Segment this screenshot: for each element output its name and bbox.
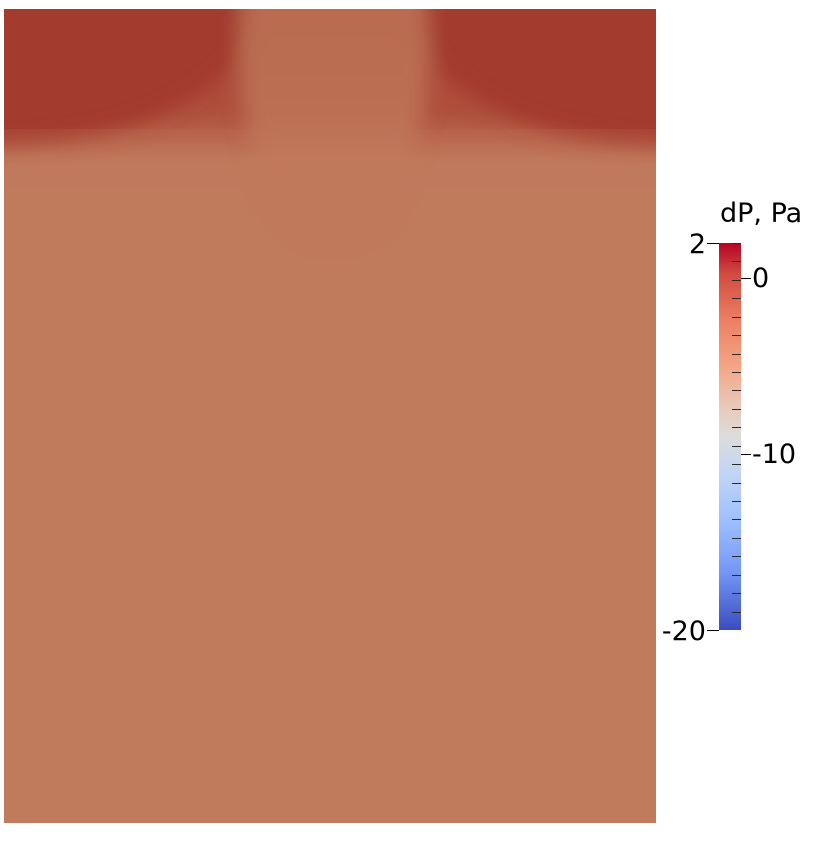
colorbar-tick-mid — [741, 454, 751, 455]
pressure-field-plot — [4, 9, 656, 823]
colorbar-minor-ticks — [732, 243, 741, 613]
colorbar-gradient — [719, 243, 741, 630]
colorbar-label-max: 2 — [688, 229, 706, 260]
colorbar-label-mid: -10 — [752, 439, 797, 470]
colorbar-label-min: -20 — [661, 616, 706, 647]
colorbar-title: dP, Pa — [720, 198, 803, 229]
colorbar-tick-min — [707, 630, 719, 631]
colorbar-tick-zero — [741, 278, 751, 279]
colorbar-label-zero: 0 — [752, 263, 770, 294]
colorbar-tick-max — [707, 243, 719, 244]
